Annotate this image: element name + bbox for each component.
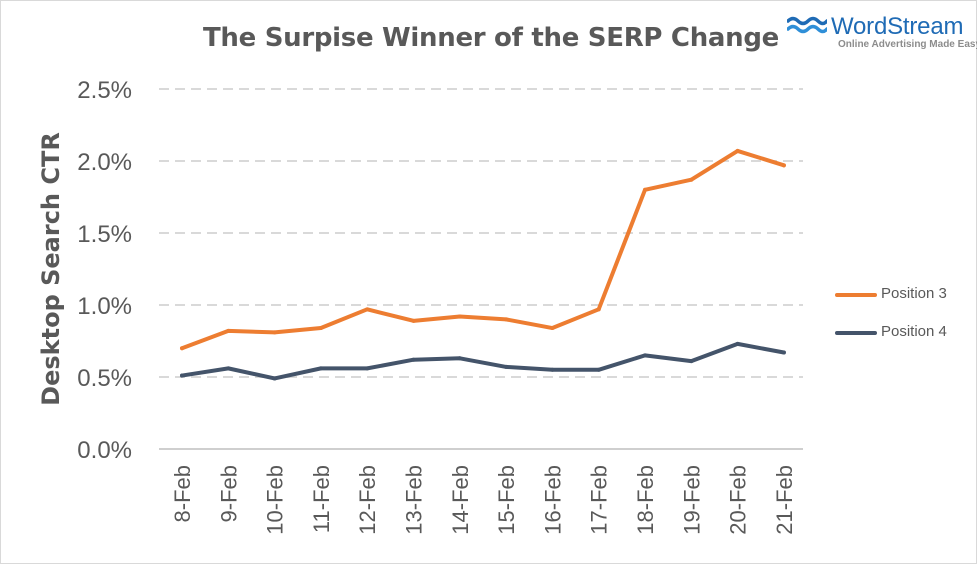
y-tick-label: 2.5% (77, 77, 132, 104)
x-tick-label: 16-Feb (540, 465, 565, 535)
x-tick-label: 15-Feb (494, 465, 519, 535)
data-point (318, 326, 323, 331)
legend: Position 3 Position 4 (835, 283, 975, 359)
legend-label-position-4: Position 4 (881, 323, 947, 340)
x-tick-label: 13-Feb (402, 465, 427, 535)
x-tick-label: 19-Feb (679, 465, 704, 535)
data-point (180, 346, 184, 351)
x-tick-label: 9-Feb (216, 465, 241, 522)
data-point (504, 364, 509, 369)
y-tick-label: 0.5% (77, 365, 132, 392)
x-tick-label: 20-Feb (726, 465, 751, 535)
data-point (226, 328, 231, 333)
x-tick-label: 17-Feb (587, 465, 612, 535)
data-point (318, 366, 323, 371)
wordstream-logo: WordStream Online Advertising Made Easy (787, 11, 977, 51)
brand-name: WordStream (831, 13, 964, 40)
y-tick-labels: 0.0% 0.5% 1.0% 1.5% 2.0% 2.5% (77, 77, 132, 464)
y-tick-label: 1.5% (77, 221, 132, 248)
data-point (550, 326, 555, 331)
data-point (596, 307, 601, 312)
gridlines (159, 88, 803, 450)
x-tick-label: 8-Feb (170, 465, 195, 522)
x-tick-labels: 8-Feb 9-Feb 10-Feb 11-Feb 12-Feb 13-Feb 14-Feb… (170, 465, 797, 535)
wave-logo-icon (787, 16, 827, 34)
data-point (457, 356, 462, 361)
y-axis-label: Desktop Search CTR (37, 132, 65, 406)
data-point (504, 317, 509, 322)
data-point (689, 359, 694, 364)
data-point (226, 366, 231, 371)
data-point (365, 366, 370, 371)
data-point (550, 367, 555, 372)
series-line-position-4 (180, 341, 786, 381)
x-tick-label: 14-Feb (448, 465, 473, 535)
data-point (272, 376, 277, 381)
data-point (596, 367, 601, 372)
legend-swatch-position-3 (835, 293, 877, 297)
x-tick-label: 10-Feb (263, 465, 288, 535)
data-point (735, 341, 740, 346)
x-tick-label: 11-Feb (309, 465, 334, 533)
series-line-position-3 (180, 148, 786, 351)
data-point (180, 373, 184, 378)
chart-title: The Surpise Winner of the SERP Change (202, 23, 780, 53)
x-tick-label: 12-Feb (355, 465, 380, 535)
data-point (411, 357, 416, 362)
brand-tagline: Online Advertising Made Easy (838, 39, 977, 50)
data-point (781, 350, 786, 355)
legend-label-position-3: Position 3 (881, 285, 947, 302)
y-tick-label: 0.0% (77, 437, 132, 464)
legend-swatch-position-4 (835, 331, 877, 335)
data-point (689, 177, 694, 182)
data-point (272, 330, 277, 335)
x-tick-label: 21-Feb (772, 465, 797, 535)
y-tick-label: 2.0% (77, 149, 132, 176)
data-point (365, 307, 370, 312)
data-point (735, 148, 740, 153)
series-lines (180, 148, 786, 381)
legend-item-position-4: Position 4 (835, 321, 975, 345)
data-point (643, 353, 647, 358)
legend-item-position-3: Position 3 (835, 283, 975, 307)
data-point (781, 163, 786, 168)
data-point (457, 314, 462, 319)
data-point (643, 187, 647, 192)
y-tick-label: 1.0% (77, 293, 132, 320)
x-tick-label: 18-Feb (633, 465, 658, 535)
data-point (411, 318, 416, 323)
